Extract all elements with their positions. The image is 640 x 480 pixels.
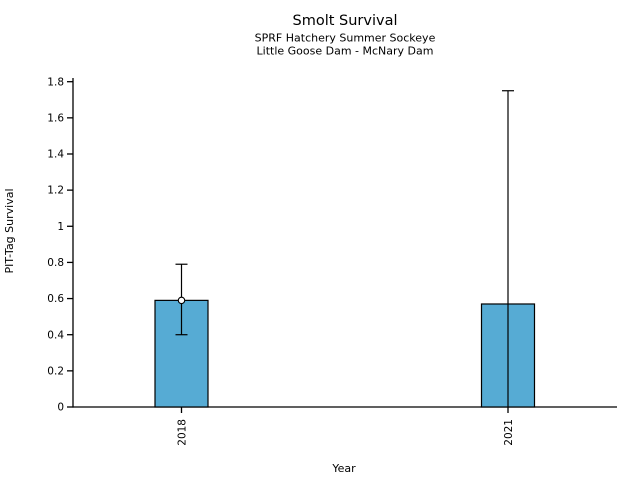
- y-tick-label: 1.4: [47, 149, 64, 161]
- y-tick-label: 1.2: [47, 185, 64, 197]
- y-tick-label: 0.2: [47, 365, 64, 377]
- y-tick-label: 1.8: [47, 76, 64, 88]
- x-tick-label-2021: 2021: [503, 419, 515, 446]
- y-tick-label: 0: [57, 402, 64, 414]
- y-tick-label: 1.6: [47, 112, 64, 124]
- x-axis-label: Year: [331, 462, 356, 475]
- chart-subtitle-line2: Little Goose Dam - McNary Dam: [257, 45, 434, 58]
- y-axis-label: PIT-Tag Survival: [3, 188, 16, 273]
- point-marker-2018: [177, 296, 186, 305]
- plot-layer: 0 0.2 0.4 0.6 0.8 1 1.2 1.4 1.6 1.8 2018 2021: [47, 76, 617, 446]
- y-tick-label: 0.6: [47, 293, 64, 305]
- chart-subtitle-line1: SPRF Hatchery Summer Sockeye: [255, 32, 436, 45]
- x-tick-label-2018: 2018: [176, 419, 188, 446]
- y-tick-label: 0.8: [47, 257, 64, 269]
- chart-title: Smolt Survival: [293, 13, 398, 29]
- y-tick-label: 1: [57, 221, 64, 233]
- y-tick-label: 0.4: [47, 329, 64, 341]
